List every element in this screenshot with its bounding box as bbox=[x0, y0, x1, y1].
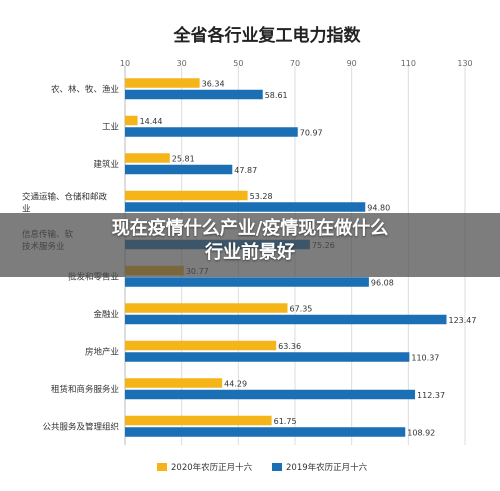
category-label: 交通运输、仓储和邮政 bbox=[22, 191, 108, 202]
legend-label: 2019年农历正月十六 bbox=[286, 462, 368, 473]
overlay-title: 现在疫情什么产业/疫情现在做什么 行业前景好 bbox=[0, 217, 500, 265]
bar bbox=[125, 153, 170, 163]
data-label: 94.80 bbox=[367, 203, 390, 212]
chart-title: 全省各行业复工电力指数 bbox=[173, 25, 362, 46]
category-label: 房地产业 bbox=[85, 346, 119, 357]
bar bbox=[125, 164, 233, 175]
legend-swatch bbox=[272, 463, 282, 471]
bar bbox=[125, 115, 138, 126]
bar bbox=[125, 314, 447, 325]
category-label: 金融业 bbox=[93, 309, 119, 320]
bar bbox=[125, 352, 410, 362]
bar bbox=[125, 389, 416, 400]
bar bbox=[125, 202, 366, 212]
data-label: 110.37 bbox=[411, 353, 439, 362]
data-label: 47.87 bbox=[234, 166, 257, 175]
x-tick-label: 70 bbox=[290, 59, 300, 68]
data-label: 44.29 bbox=[224, 379, 247, 388]
data-label: 67.35 bbox=[289, 304, 312, 313]
data-label: 61.75 bbox=[274, 417, 297, 426]
x-tick-label: 130 bbox=[457, 59, 472, 68]
bar bbox=[125, 340, 277, 351]
bar bbox=[125, 415, 272, 426]
data-label: 96.08 bbox=[371, 278, 394, 287]
x-tick-label: 50 bbox=[233, 59, 243, 68]
bar bbox=[125, 378, 223, 388]
data-label: 108.92 bbox=[407, 428, 435, 437]
bar bbox=[125, 89, 263, 100]
data-label: 14.44 bbox=[140, 117, 163, 126]
data-label: 53.28 bbox=[250, 192, 273, 201]
data-label: 112.37 bbox=[417, 391, 445, 400]
category-label: 业 bbox=[22, 203, 31, 214]
overlay-title-line-1: 现在疫情什么产业/疫情现在做什么 bbox=[111, 218, 389, 239]
data-label: 36.34 bbox=[202, 79, 225, 88]
x-tick-label: 10 bbox=[120, 59, 130, 68]
data-label: 58.61 bbox=[265, 91, 288, 100]
x-tick-label: 30 bbox=[177, 59, 187, 68]
legend-swatch bbox=[157, 463, 167, 471]
data-label: 63.36 bbox=[278, 342, 301, 351]
category-label: 租赁和商务服务业 bbox=[51, 384, 119, 395]
data-label: 123.47 bbox=[448, 316, 476, 325]
category-label: 公共服务及管理组织 bbox=[42, 421, 119, 432]
category-label: 工业 bbox=[102, 121, 119, 132]
data-label: 25.81 bbox=[172, 154, 195, 163]
legend-label: 2020年农历正月十六 bbox=[171, 462, 253, 473]
x-tick-label: 90 bbox=[347, 59, 357, 68]
category-label: 建筑业 bbox=[93, 159, 119, 170]
bar bbox=[125, 78, 200, 88]
bar bbox=[125, 190, 248, 201]
bar bbox=[125, 427, 406, 437]
overlay-banner bbox=[0, 213, 500, 277]
category-label: 农、林、牧、渔业 bbox=[51, 84, 119, 95]
bar bbox=[125, 127, 298, 137]
data-label: 70.97 bbox=[300, 128, 323, 137]
x-tick-label: 110 bbox=[401, 59, 416, 68]
bar bbox=[125, 277, 369, 287]
bar bbox=[125, 303, 288, 313]
overlay-title-line-2: 行业前景好 bbox=[205, 242, 295, 263]
